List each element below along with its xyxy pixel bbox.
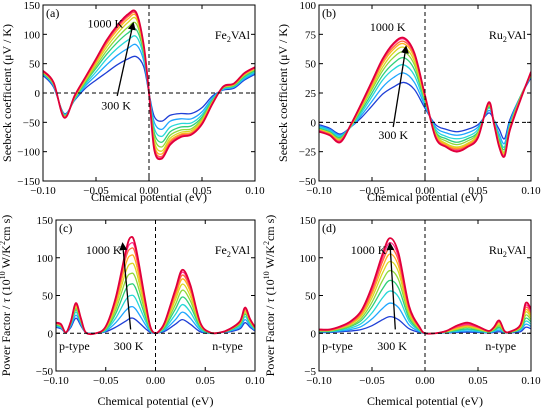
annotation: 300 K bbox=[377, 339, 407, 353]
annotation: 1000 K bbox=[88, 16, 124, 30]
y-tick-label: −50 bbox=[299, 176, 317, 188]
annotation: n-type bbox=[212, 339, 243, 353]
panel-0: −0.10 −0.05 0.00 0.05 0.10 −150 −100 −50 0 50 100 1… bbox=[0, 0, 265, 204]
panel-2: −0.10 −0.05 0.00 0.05 0.10 −50 0 50 100 150 Chemic… bbox=[0, 215, 265, 408]
y-tick-label: 0 bbox=[35, 88, 41, 100]
x-tick-label: 0.00 bbox=[139, 185, 159, 197]
annotation: 1000 K bbox=[351, 243, 387, 257]
x-tick-label: 0.00 bbox=[415, 185, 435, 197]
x-tick-label: 0.05 bbox=[192, 185, 212, 197]
x-tick-label: −0.05 bbox=[359, 375, 385, 387]
x-axis-label: Chemical potential (eV) bbox=[98, 394, 214, 408]
series-line bbox=[319, 237, 531, 335]
annotation: p-type bbox=[322, 339, 353, 353]
y-axis-label: Power Factor / τ (1010 W/K2cm s) bbox=[0, 215, 13, 377]
y-axis-label: Power Factor / τ (1010 W/K2cm s) bbox=[262, 215, 277, 377]
series-group bbox=[56, 236, 255, 336]
x-tick-label: 0.10 bbox=[521, 375, 541, 387]
x-tick-label: −0.05 bbox=[83, 185, 109, 197]
y-tick-label: 0 bbox=[311, 328, 317, 340]
x-axis-label: Chemical potential (eV) bbox=[367, 394, 483, 408]
annotation: p-type bbox=[59, 339, 90, 353]
material-label: Fe2VAl bbox=[215, 28, 251, 44]
x-tick-label: −0.10 bbox=[306, 375, 332, 387]
x-tick-label: 0.05 bbox=[196, 375, 216, 387]
series-line bbox=[56, 272, 255, 335]
y-tick-label: 100 bbox=[300, 0, 317, 12]
y-tick-label: 100 bbox=[24, 29, 41, 41]
series-group bbox=[319, 237, 531, 335]
y-tick-label: −50 bbox=[36, 366, 54, 378]
y-tick-label: 150 bbox=[37, 215, 54, 227]
annotation: 300 K bbox=[101, 98, 131, 112]
y-tick-label: −150 bbox=[17, 176, 40, 188]
x-tick-label: −0.10 bbox=[30, 185, 56, 197]
x-tick-label: 0.10 bbox=[245, 375, 265, 387]
panel-1: −0.10 −0.05 0.00 0.05 0.10 −50 −25 0 25 50 75 100 Ch… bbox=[276, 0, 541, 204]
y-tick-label: 0 bbox=[311, 117, 317, 129]
x-tick-label: −0.05 bbox=[359, 185, 385, 197]
y-tick-label: 25 bbox=[305, 88, 317, 100]
series-line bbox=[319, 36, 531, 158]
y-tick-label: 0 bbox=[48, 328, 54, 340]
x-tick-label: 0.05 bbox=[468, 375, 488, 387]
y-tick-label: −5 bbox=[304, 366, 316, 378]
panel-label: (b) bbox=[322, 6, 336, 20]
material-label: Fe2VAl bbox=[215, 243, 251, 259]
x-axis-label: Chemical potential (eV) bbox=[91, 190, 207, 204]
y-tick-label: 50 bbox=[42, 291, 54, 303]
y-tick-label: 150 bbox=[300, 215, 317, 227]
x-tick-label: 0.10 bbox=[245, 185, 265, 197]
y-tick-label: 75 bbox=[305, 29, 317, 41]
x-tick-label: 0.00 bbox=[146, 375, 166, 387]
y-tick-label: 50 bbox=[305, 291, 317, 303]
material-label: Ru2VAl bbox=[489, 28, 527, 44]
x-tick-label: −0.10 bbox=[43, 375, 69, 387]
y-axis-label: Seebeck coefficient (μV / K) bbox=[0, 24, 14, 162]
series-line bbox=[319, 72, 531, 145]
temperature-arrow bbox=[116, 21, 136, 97]
series-line bbox=[56, 254, 255, 335]
y-tick-label: −25 bbox=[299, 147, 317, 159]
x-tick-label: −0.10 bbox=[306, 185, 332, 197]
series-group bbox=[319, 36, 531, 158]
y-tick-label: 150 bbox=[24, 0, 41, 12]
temperature-arrow bbox=[392, 45, 409, 128]
panel-3: −0.10 −0.05 0.00 0.05 0.10 −5 0 50 100 150 Chemica… bbox=[262, 215, 541, 408]
x-tick-label: −0.05 bbox=[93, 375, 119, 387]
x-axis-label: Chemical potential (eV) bbox=[367, 190, 483, 204]
annotation: n-type bbox=[485, 339, 516, 353]
annotation: 300 K bbox=[378, 128, 408, 142]
series-line bbox=[56, 236, 255, 336]
panel-label: (c) bbox=[59, 221, 72, 235]
y-axis-label: Seebeck coefficient (μV / K) bbox=[276, 24, 290, 162]
y-tick-label: 100 bbox=[300, 253, 317, 265]
temperature-arrow bbox=[386, 242, 396, 330]
material-label: Ru2VAl bbox=[489, 243, 527, 259]
x-tick-label: 0.10 bbox=[521, 185, 541, 197]
panel-label: (d) bbox=[322, 221, 336, 235]
y-tick-label: 100 bbox=[37, 253, 54, 265]
y-tick-label: 50 bbox=[305, 59, 317, 71]
panel-label: (a) bbox=[46, 6, 59, 20]
x-tick-label: 0.00 bbox=[415, 375, 435, 387]
annotation: 1000 K bbox=[370, 20, 406, 34]
y-tick-label: −100 bbox=[17, 147, 40, 159]
annotation: 300 K bbox=[114, 339, 144, 353]
y-tick-label: 50 bbox=[29, 59, 41, 71]
series-line bbox=[319, 77, 531, 140]
x-tick-label: 0.05 bbox=[468, 185, 488, 197]
series-line bbox=[319, 64, 531, 149]
annotation: 1000 K bbox=[86, 243, 122, 257]
y-tick-label: −50 bbox=[23, 117, 41, 129]
temperature-arrow bbox=[119, 242, 132, 330]
